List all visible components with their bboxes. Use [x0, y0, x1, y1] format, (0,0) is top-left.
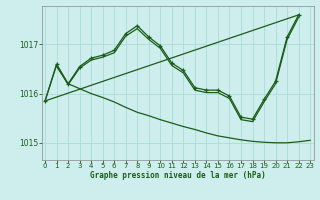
X-axis label: Graphe pression niveau de la mer (hPa): Graphe pression niveau de la mer (hPa)	[90, 171, 266, 180]
